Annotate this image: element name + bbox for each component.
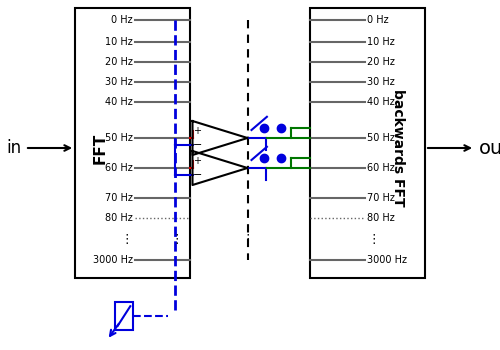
Text: backwards FFT: backwards FFT xyxy=(391,89,405,207)
Text: 80 Hz: 80 Hz xyxy=(105,213,133,223)
Text: 30 Hz: 30 Hz xyxy=(367,77,395,87)
Text: 60 Hz: 60 Hz xyxy=(105,163,133,173)
Text: 40 Hz: 40 Hz xyxy=(367,97,395,107)
Text: +: + xyxy=(194,156,202,166)
Text: 0 Hz: 0 Hz xyxy=(367,15,389,25)
Text: 80 Hz: 80 Hz xyxy=(367,213,395,223)
Text: −: − xyxy=(193,170,202,180)
Text: +: + xyxy=(194,126,202,136)
Text: 20 Hz: 20 Hz xyxy=(105,57,133,67)
Text: 10 Hz: 10 Hz xyxy=(105,37,133,47)
Text: −: − xyxy=(193,140,202,150)
Text: 50 Hz: 50 Hz xyxy=(367,133,395,143)
Bar xyxy=(115,302,133,330)
Text: 3000 Hz: 3000 Hz xyxy=(367,255,407,265)
Text: in: in xyxy=(7,139,22,157)
Text: 3000 Hz: 3000 Hz xyxy=(93,255,133,265)
Text: FFT: FFT xyxy=(92,132,108,164)
Text: out: out xyxy=(479,139,500,158)
Text: ⋮: ⋮ xyxy=(171,232,183,245)
Text: 0 Hz: 0 Hz xyxy=(111,15,133,25)
Text: 10 Hz: 10 Hz xyxy=(367,37,395,47)
Text: 20 Hz: 20 Hz xyxy=(367,57,395,67)
Text: 70 Hz: 70 Hz xyxy=(105,193,133,203)
Bar xyxy=(310,8,425,278)
Text: 40 Hz: 40 Hz xyxy=(105,97,133,107)
Text: ⋮: ⋮ xyxy=(242,232,254,245)
Text: 70 Hz: 70 Hz xyxy=(367,193,395,203)
Text: 50 Hz: 50 Hz xyxy=(105,133,133,143)
Text: 60 Hz: 60 Hz xyxy=(367,163,395,173)
Text: ⋮: ⋮ xyxy=(367,232,380,245)
Bar xyxy=(75,8,190,278)
Text: 30 Hz: 30 Hz xyxy=(105,77,133,87)
Text: ⋮: ⋮ xyxy=(120,232,133,245)
